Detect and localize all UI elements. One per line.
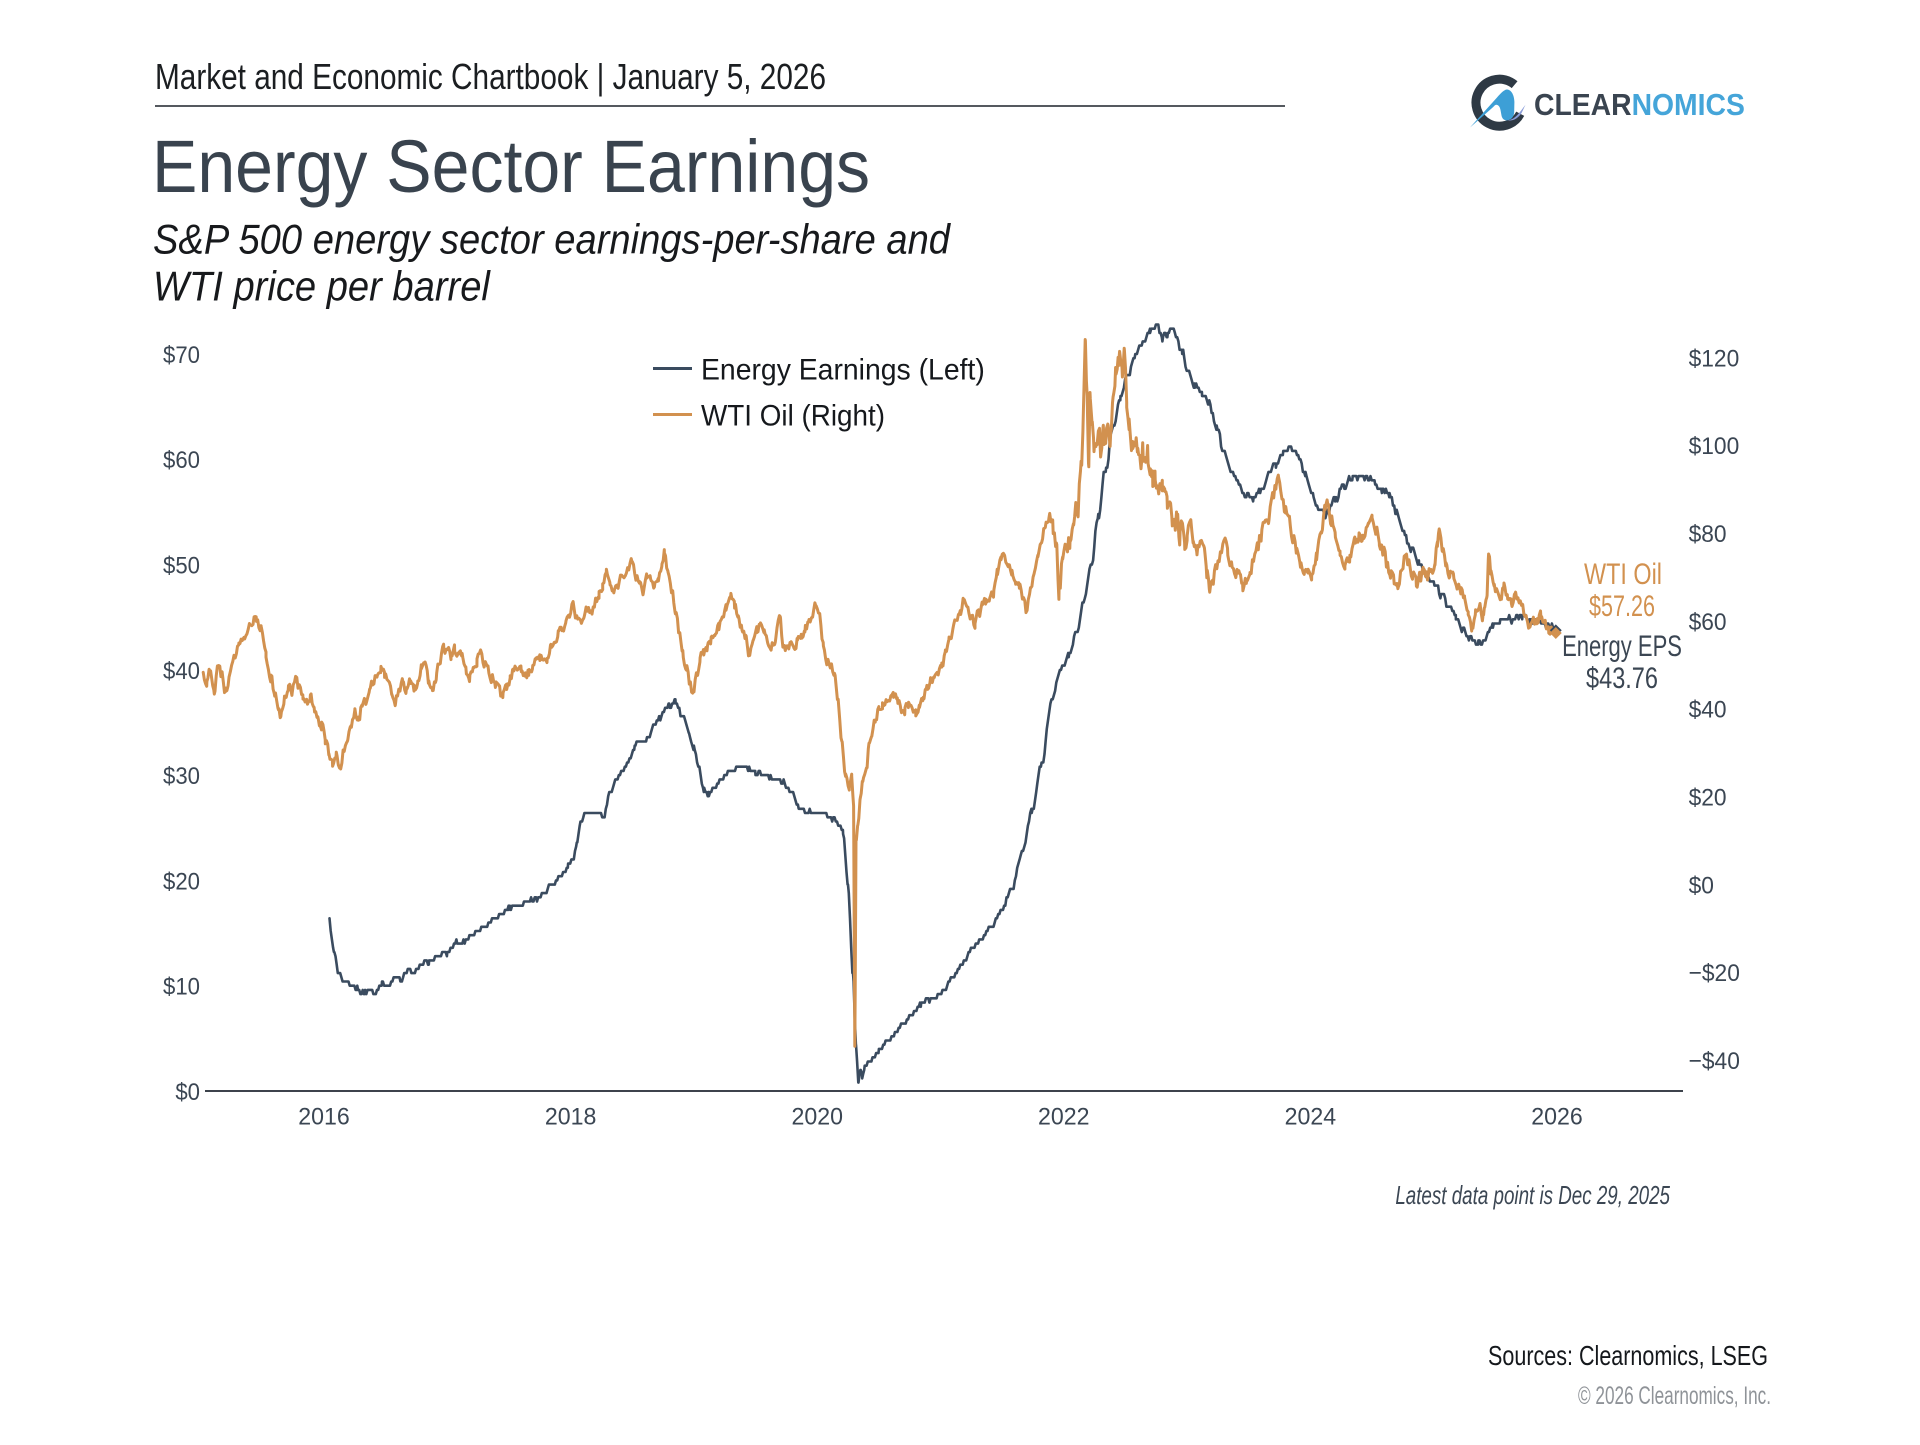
svg-text:S&P 500 energy sector earnings: S&P 500 energy sector earnings-per-share… — [153, 217, 952, 263]
svg-text:Sources: Clearnomics, LSEG: Sources: Clearnomics, LSEG — [1488, 1340, 1768, 1371]
svg-text:2022: 2022 — [1038, 1103, 1089, 1131]
svg-text:$50: $50 — [163, 551, 200, 578]
svg-text:$40: $40 — [163, 657, 200, 684]
svg-text:$60: $60 — [163, 446, 200, 473]
svg-text:Energy Earnings (Left): Energy Earnings (Left) — [701, 354, 985, 387]
svg-text:$0: $0 — [175, 1078, 200, 1105]
svg-text:$57.26: $57.26 — [1589, 588, 1655, 622]
svg-text:$70: $70 — [163, 341, 200, 368]
svg-text:2016: 2016 — [298, 1103, 349, 1131]
svg-text:Energy EPS: Energy EPS — [1562, 629, 1682, 663]
svg-text:$10: $10 — [163, 973, 200, 1000]
svg-text:−$20: −$20 — [1689, 960, 1740, 987]
svg-text:$20: $20 — [163, 867, 200, 894]
svg-text:WTI Oil (Right): WTI Oil (Right) — [701, 399, 885, 432]
svg-text:WTI Oil: WTI Oil — [1584, 557, 1662, 590]
svg-text:© 2026 Clearnomics, Inc.: © 2026 Clearnomics, Inc. — [1578, 1382, 1771, 1410]
svg-text:2020: 2020 — [791, 1103, 842, 1131]
svg-text:Market and Economic Chartbook: Market and Economic Chartbook | January … — [155, 56, 826, 96]
svg-text:2018: 2018 — [545, 1103, 596, 1131]
svg-text:Energy Sector Earnings: Energy Sector Earnings — [152, 126, 870, 208]
svg-text:Latest data point is Dec 29, 2: Latest data point is Dec 29, 2025 — [1395, 1180, 1670, 1210]
svg-text:−$40: −$40 — [1689, 1048, 1740, 1075]
svg-text:CLEARNOMICS: CLEARNOMICS — [1534, 88, 1745, 122]
svg-text:2024: 2024 — [1285, 1103, 1336, 1131]
svg-text:$40: $40 — [1689, 697, 1727, 724]
svg-text:$100: $100 — [1689, 433, 1740, 460]
svg-text:$43.76: $43.76 — [1586, 661, 1658, 694]
svg-text:$120: $120 — [1689, 346, 1740, 373]
svg-text:WTI price per barrel: WTI price per barrel — [153, 264, 491, 310]
svg-text:$20: $20 — [1689, 785, 1727, 812]
svg-text:$30: $30 — [163, 762, 200, 789]
svg-text:$0: $0 — [1689, 873, 1714, 900]
svg-text:$60: $60 — [1689, 609, 1727, 636]
svg-text:$80: $80 — [1689, 521, 1727, 548]
svg-text:2026: 2026 — [1531, 1103, 1582, 1131]
